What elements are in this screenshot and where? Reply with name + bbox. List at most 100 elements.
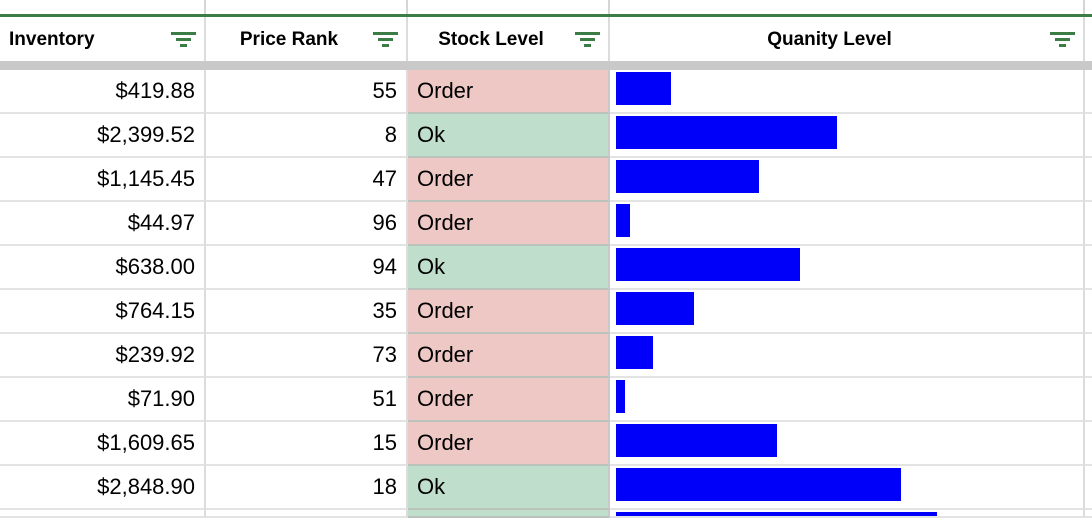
quantity-data-bar: [616, 116, 837, 149]
table-row: $764.15 35 Order: [0, 290, 1092, 334]
quantity-data-bar: [616, 248, 800, 281]
grid-cell-blank[interactable]: [206, 0, 408, 14]
table-row: $44.97 96 Order: [0, 202, 1092, 246]
grid-cell-blank[interactable]: [1085, 0, 1092, 14]
column-header-label: Price Rank: [239, 28, 339, 50]
table-row: $1,145.45 47 Order: [0, 158, 1092, 202]
grid-cell-blank: [1085, 246, 1092, 290]
inventory-cell[interactable]: $2,848.90: [0, 466, 206, 510]
quantity-data-bar: [616, 512, 937, 516]
table-row: $239.92 73 Order: [0, 334, 1092, 378]
grid-cell-blank: [1085, 466, 1092, 510]
quantity-data-bar: [616, 292, 694, 325]
column-header-quantity-level[interactable]: Quanity Level: [610, 17, 1085, 61]
quantity-bar-cell[interactable]: [610, 334, 1085, 378]
table-top-border: [0, 14, 1092, 17]
column-header-price-rank[interactable]: Price Rank: [206, 17, 408, 61]
grid-cell-blank: [1085, 70, 1092, 114]
grid-cell-blank: [1085, 17, 1092, 61]
quantity-data-bar: [616, 468, 901, 501]
stock-level-cell[interactable]: Ok: [408, 114, 610, 158]
inventory-cell[interactable]: $2,399.52: [0, 114, 206, 158]
price-rank-cell[interactable]: 35: [206, 290, 408, 334]
filter-icon[interactable]: [372, 31, 398, 47]
table-row: $1,609.65 15 Order: [0, 422, 1092, 466]
grid-cell-blank: [1085, 114, 1092, 158]
quantity-bar-cell[interactable]: [610, 510, 1085, 518]
table-row: [0, 510, 1092, 518]
inventory-cell[interactable]: $44.97: [0, 202, 206, 246]
grid-cell-blank: [1085, 334, 1092, 378]
price-rank-cell[interactable]: 94: [206, 246, 408, 290]
stock-level-cell[interactable]: Order: [408, 422, 610, 466]
column-header-label: Quanity Level: [767, 28, 892, 50]
quantity-bar-cell[interactable]: [610, 70, 1085, 114]
price-rank-cell[interactable]: 47: [206, 158, 408, 202]
grid-cell-blank: [1085, 158, 1092, 202]
inventory-cell[interactable]: $764.15: [0, 290, 206, 334]
stock-level-cell[interactable]: Order: [408, 202, 610, 246]
quantity-data-bar: [616, 72, 671, 105]
grid-cell-blank: [1085, 378, 1092, 422]
table-row: $419.88 55 Order: [0, 70, 1092, 114]
stock-level-cell[interactable]: Order: [408, 70, 610, 114]
quantity-bar-cell[interactable]: [610, 422, 1085, 466]
price-rank-cell[interactable]: 18: [206, 466, 408, 510]
table-row: $638.00 94 Ok: [0, 246, 1092, 290]
quantity-bar-cell[interactable]: [610, 466, 1085, 510]
column-header-label: Inventory: [9, 28, 95, 50]
table-row: $2,848.90 18 Ok: [0, 466, 1092, 510]
price-rank-cell[interactable]: 73: [206, 334, 408, 378]
quantity-bar-cell[interactable]: [610, 114, 1085, 158]
stock-level-cell[interactable]: Ok: [408, 246, 610, 290]
quantity-data-bar: [616, 204, 630, 237]
grid-cell-blank[interactable]: [408, 0, 610, 14]
inventory-cell[interactable]: [0, 510, 206, 518]
stock-level-cell[interactable]: Order: [408, 378, 610, 422]
price-rank-cell[interactable]: 51: [206, 378, 408, 422]
column-header-label: Stock Level: [438, 28, 544, 50]
quantity-bar-cell[interactable]: [610, 202, 1085, 246]
column-header-inventory[interactable]: Inventory: [0, 17, 206, 61]
filter-icon[interactable]: [1049, 31, 1075, 47]
inventory-cell[interactable]: $638.00: [0, 246, 206, 290]
grid-cell-blank: [1085, 202, 1092, 246]
inventory-cell[interactable]: $1,145.45: [0, 158, 206, 202]
quantity-bar-cell[interactable]: [610, 290, 1085, 334]
inventory-cell[interactable]: $239.92: [0, 334, 206, 378]
quantity-bar-cell[interactable]: [610, 158, 1085, 202]
inventory-cell[interactable]: $419.88: [0, 70, 206, 114]
quantity-data-bar: [616, 160, 759, 193]
table-body: $419.88 55 Order $2,399.52 8 Ok $1,145.4…: [0, 70, 1092, 518]
inventory-cell[interactable]: $71.90: [0, 378, 206, 422]
quantity-data-bar: [616, 424, 777, 457]
table-row: $71.90 51 Order: [0, 378, 1092, 422]
filter-icon[interactable]: [574, 31, 600, 47]
grid-cell-blank[interactable]: [610, 0, 1085, 14]
quantity-bar-cell[interactable]: [610, 246, 1085, 290]
price-rank-cell[interactable]: [206, 510, 408, 518]
column-header-stock-level[interactable]: Stock Level: [408, 17, 610, 61]
top-strip: [0, 0, 1092, 14]
quantity-data-bar: [616, 380, 625, 413]
filter-icon[interactable]: [170, 31, 196, 47]
price-rank-cell[interactable]: 96: [206, 202, 408, 246]
stock-level-cell[interactable]: Ok: [408, 466, 610, 510]
grid-cell-blank: [1085, 422, 1092, 466]
price-rank-cell[interactable]: 8: [206, 114, 408, 158]
table-row: $2,399.52 8 Ok: [0, 114, 1092, 158]
price-rank-cell[interactable]: 15: [206, 422, 408, 466]
quantity-bar-cell[interactable]: [610, 378, 1085, 422]
grid-cell-blank: [1085, 510, 1092, 518]
header-separator-band: [0, 61, 1092, 70]
inventory-cell[interactable]: $1,609.65: [0, 422, 206, 466]
stock-level-cell[interactable]: Order: [408, 290, 610, 334]
price-rank-cell[interactable]: 55: [206, 70, 408, 114]
stock-level-cell[interactable]: Order: [408, 334, 610, 378]
grid-cell-blank[interactable]: [0, 0, 206, 14]
stock-level-cell[interactable]: Order: [408, 158, 610, 202]
stock-level-cell[interactable]: [408, 510, 610, 518]
grid-cell-blank: [1085, 290, 1092, 334]
header-row: Inventory Price Rank Stock Level Quanity…: [0, 17, 1092, 61]
